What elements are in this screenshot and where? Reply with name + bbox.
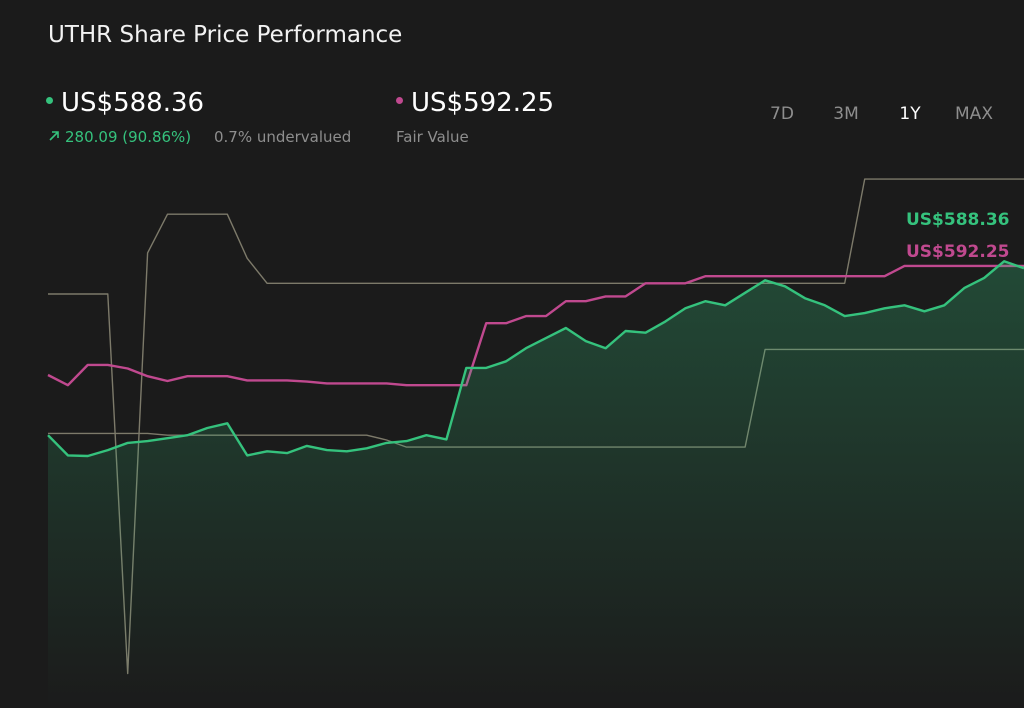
fair-value-caption: Fair Value (396, 128, 469, 146)
price-tooltip: US$588.36 (906, 210, 1009, 230)
range-button[interactable]: 1Y (899, 104, 921, 124)
price-area (48, 261, 1024, 708)
title: UTHR Share Price Performance (48, 22, 403, 48)
up-arrow-icon (49, 131, 59, 141)
price-dot (46, 97, 53, 104)
change: 280.09 (90.86%) (65, 128, 192, 146)
series-line (47, 264, 1024, 387)
range-button[interactable]: 7D (770, 104, 794, 124)
series-line (48, 178, 1024, 675)
fair-value-block: US$592.25 (396, 88, 554, 118)
series-line (47, 260, 1024, 458)
change-block: 280.09 (90.86%) (48, 128, 191, 146)
range-button[interactable]: MAX (955, 104, 993, 124)
price: US$588.36 (61, 88, 205, 118)
valuation: 0.7% undervalued (214, 128, 352, 146)
range-button[interactable]: 3M (833, 104, 859, 124)
fair-value-tooltip: US$592.25 (906, 242, 1009, 262)
price-block: US$588.36 (46, 88, 204, 118)
range-selector: 7D 3M 1Y MAX (750, 104, 1006, 124)
fair-value: US$592.25 (411, 88, 555, 118)
fair-value-dot (396, 97, 403, 104)
